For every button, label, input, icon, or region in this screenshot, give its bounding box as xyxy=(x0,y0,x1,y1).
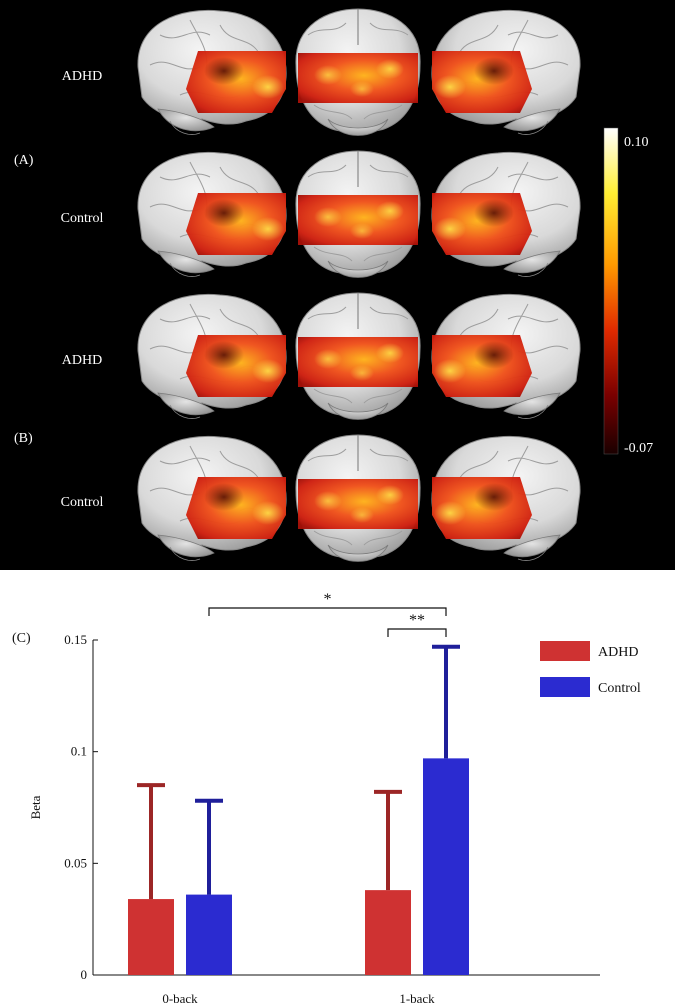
colorbar: 0.10 -0.07 xyxy=(603,127,653,456)
left-lateral-brain xyxy=(137,293,287,419)
right-lateral-brain xyxy=(431,435,581,561)
significance-marker: ** xyxy=(409,612,425,629)
brain-row-label: Control xyxy=(61,495,104,510)
brain-row-4: Control xyxy=(61,434,581,562)
frontal-brain xyxy=(295,292,421,420)
brain-row-3: ADHD xyxy=(62,292,581,420)
bar-control-1-back xyxy=(423,758,469,975)
y-tick-label: 0.15 xyxy=(64,632,87,647)
panel-label-a: (A) xyxy=(14,153,34,168)
colorbar-min-label: -0.07 xyxy=(624,441,653,456)
brain-row-2: Control xyxy=(61,150,581,278)
chart-bars xyxy=(128,644,469,975)
panel-label-c: (C) xyxy=(12,631,31,646)
left-lateral-brain xyxy=(137,151,287,277)
brain-row-label: Control xyxy=(61,211,104,226)
bar-adhd-0-back xyxy=(128,899,174,975)
legend-label-control: Control xyxy=(598,681,641,696)
x-tick-label: 1-back xyxy=(399,991,435,1006)
colorbar-max-label: 0.10 xyxy=(624,135,649,150)
left-lateral-brain xyxy=(137,9,287,135)
y-tick-label: 0 xyxy=(81,967,88,982)
y-tick-label: 0.05 xyxy=(64,855,87,870)
right-lateral-brain xyxy=(431,9,581,135)
brain-row-1: ADHD xyxy=(62,8,581,136)
beta-bar-chart: (C) 0 0.05 0.1 0.15 Beta 0-back 1-back * ** ADH… xyxy=(0,570,675,1008)
chart-axes: 0 0.05 0.1 0.15 Beta 0-back 1-back xyxy=(28,632,600,1006)
legend-label-adhd: ADHD xyxy=(598,645,638,660)
significance-bracket xyxy=(208,607,447,616)
bar-control-0-back xyxy=(186,894,232,975)
frontal-brain xyxy=(295,150,421,278)
legend-swatch-adhd xyxy=(540,641,590,661)
panel-label-b: (B) xyxy=(14,431,33,446)
y-tick-label: 0.1 xyxy=(71,744,87,759)
left-lateral-brain xyxy=(137,435,287,561)
brain-figure: ADHD Control ADHD Control (A) (B) 0.10 -0.0… xyxy=(14,8,653,562)
right-lateral-brain xyxy=(431,293,581,419)
significance-marker: * xyxy=(324,591,332,608)
colorbar-scale xyxy=(603,127,619,455)
brain-activation-panel: ADHD Control ADHD Control (A) (B) 0.10 -0.0… xyxy=(0,0,675,570)
legend-swatch-control xyxy=(540,677,590,697)
x-tick-label: 0-back xyxy=(162,991,198,1006)
brain-row-label: ADHD xyxy=(62,69,102,84)
chart-legend: ADHD Control xyxy=(540,641,641,697)
frontal-brain xyxy=(295,434,421,562)
right-lateral-brain xyxy=(431,151,581,277)
brain-rows: ADHD Control ADHD Control xyxy=(61,8,581,562)
bar-adhd-1-back xyxy=(365,890,411,975)
chart-significance: *** xyxy=(208,591,447,637)
y-axis-label: Beta xyxy=(28,795,43,819)
brain-row-label: ADHD xyxy=(62,353,102,368)
frontal-brain xyxy=(295,8,421,136)
significance-bracket xyxy=(387,628,447,637)
